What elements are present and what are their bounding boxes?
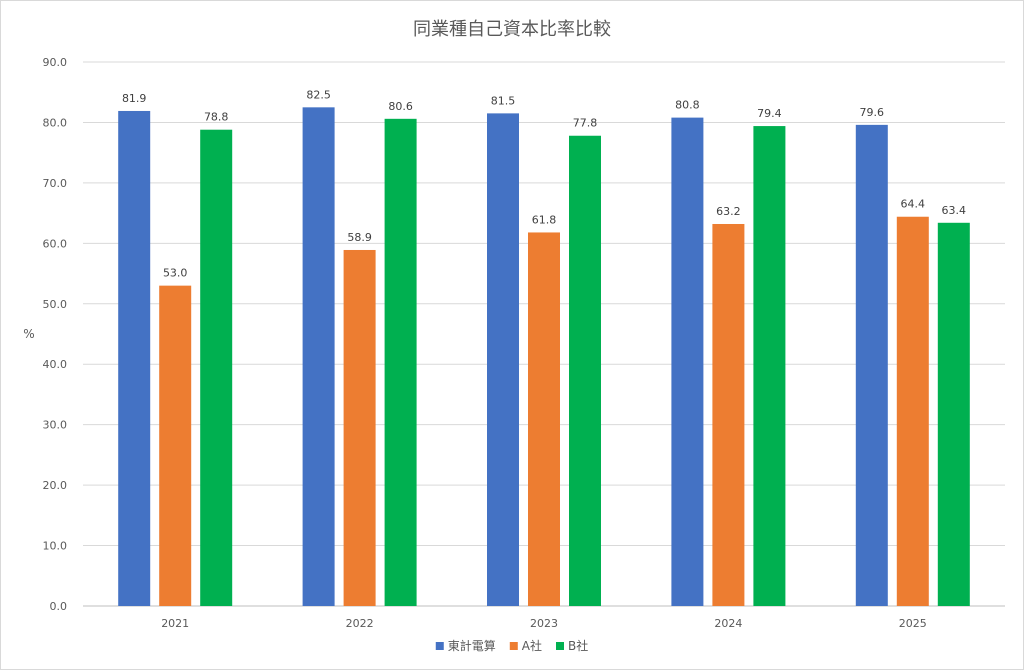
data-label: 82.5 <box>306 88 331 101</box>
bar <box>487 113 519 606</box>
data-labels: 81.9 53.0 78.8 82.5 58.9 80.6 81.5 61.8 77.8 80.8… <box>122 88 966 279</box>
legend-swatch <box>556 642 564 650</box>
bar <box>384 118 417 606</box>
bar <box>159 285 192 606</box>
legend-item: B社 <box>556 638 588 653</box>
data-label: 58.9 <box>347 231 372 244</box>
data-label: 81.5 <box>491 94 516 107</box>
legend-item: A社 <box>509 638 542 653</box>
y-tick-label: 70.0 <box>43 177 68 190</box>
x-axis-ticks: 2021 2022 2023 2024 2025 <box>161 617 927 630</box>
bar <box>200 129 233 606</box>
data-label: 78.8 <box>204 111 229 124</box>
y-axis-ticks: 0.0 10.0 20.0 30.0 40.0 50.0 60.0 70.0 80.0 90.0 <box>43 56 68 613</box>
legend: 東計電算 A社 B社 <box>435 638 588 653</box>
data-label: 53.0 <box>163 267 188 280</box>
data-label: 61.8 <box>532 213 557 226</box>
data-label: 79.4 <box>757 107 782 120</box>
data-label: 81.9 <box>122 92 147 105</box>
legend-label: B社 <box>568 638 588 653</box>
y-tick-label: 60.0 <box>43 237 68 250</box>
bar <box>118 110 151 607</box>
bar <box>671 117 704 606</box>
bar <box>343 249 376 606</box>
y-tick-label: 80.0 <box>43 116 68 129</box>
legend-label: A社 <box>522 638 542 653</box>
bar <box>712 223 745 607</box>
y-tick-label: 20.0 <box>43 479 68 492</box>
bars <box>118 107 970 607</box>
y-tick-label: 30.0 <box>43 419 68 432</box>
bar <box>302 107 335 606</box>
legend-swatch <box>435 642 444 650</box>
bar <box>896 216 929 606</box>
bar <box>937 222 970 606</box>
legend-item: 東計電算 <box>435 638 496 653</box>
y-tick-label: 40.0 <box>43 358 68 371</box>
x-tick-label: 2022 <box>346 617 374 630</box>
y-tick-label: 0.0 <box>50 600 68 613</box>
data-label: 80.8 <box>675 99 700 112</box>
x-tick-label: 2023 <box>530 617 558 630</box>
y-axis-title: % <box>23 327 34 341</box>
bar <box>753 126 786 607</box>
legend-label: 東計電算 <box>448 638 496 653</box>
bar <box>855 124 888 607</box>
y-tick-label: 90.0 <box>43 56 68 69</box>
legend-swatch <box>509 642 518 650</box>
x-tick-label: 2025 <box>899 617 927 630</box>
bar <box>528 232 560 606</box>
data-label: 79.6 <box>860 106 885 119</box>
data-label: 64.4 <box>901 198 926 211</box>
y-tick-label: 10.0 <box>43 540 68 553</box>
data-label: 80.6 <box>388 100 413 113</box>
x-tick-label: 2024 <box>714 617 742 630</box>
data-label: 77.8 <box>573 117 598 130</box>
x-tick-label: 2021 <box>161 617 189 630</box>
data-label: 63.4 <box>942 204 967 217</box>
bar <box>569 135 601 606</box>
chart-title: 同業種自己資本比率比較 <box>413 19 611 40</box>
data-label: 63.2 <box>716 205 741 218</box>
y-tick-label: 50.0 <box>43 298 68 311</box>
